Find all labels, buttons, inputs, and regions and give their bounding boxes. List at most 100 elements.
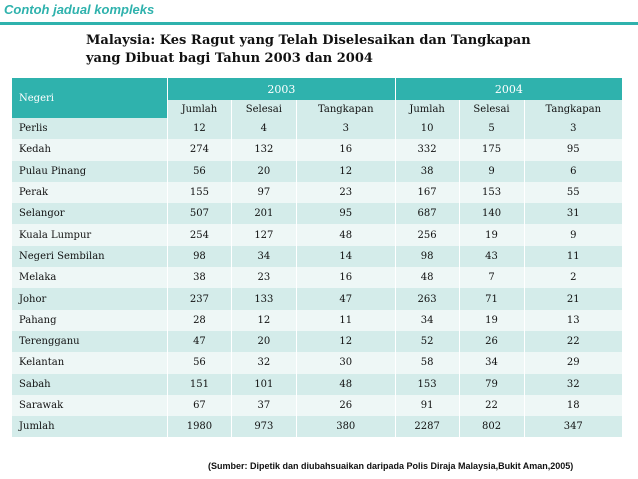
row-name: Kedah [12,139,168,161]
cell-value: 28 [167,309,232,331]
table-row: Perlis 12 4 3 10 5 3 [12,118,622,140]
row-name: Kelantan [12,352,168,374]
table-row: Kuala Lumpur 254 127 48 256 19 9 [12,224,622,246]
cell-value: 56 [167,352,232,374]
cell-value: 274 [167,139,232,161]
cell-value: 10 [394,118,460,140]
cell-value: 1980 [167,416,232,438]
table-row: Kedah 274 132 16 332 175 95 [12,139,622,161]
cell-value: 34 [458,352,525,374]
cell-value: 2287 [394,416,460,438]
cell-value: 30 [295,352,396,374]
table-row-total: Jumlah 1980 973 380 2287 802 347 [12,416,622,438]
cell-value: 58 [394,352,460,374]
cell-value: 175 [458,139,525,161]
cell-value: 132 [230,139,297,161]
cell-value: 98 [394,245,460,268]
cell-value: 48 [394,267,460,289]
row-name: Selangor [12,203,168,225]
cell-value: 23 [295,181,396,204]
row-name: Sabah [12,373,168,395]
row-name: Pulau Pinang [12,160,168,182]
cell-value: 21 [523,288,622,310]
subheader-jumlah-2004: Jumlah [394,100,460,118]
cell-value: 79 [458,373,525,395]
cell-value: 95 [523,139,622,161]
row-name: Terengganu [12,330,168,353]
cell-value: 18 [523,394,622,417]
cell-value: 153 [458,181,525,204]
subheader-tangkapan-2003: Tangkapan [295,100,396,118]
cell-value: 256 [394,224,460,246]
cell-value: 37 [230,394,297,417]
cell-value: 263 [394,288,460,310]
row-name: Kuala Lumpur [12,224,168,246]
cell-value: 127 [230,224,297,246]
row-name: Sarawak [12,394,168,417]
cell-value: 48 [295,373,396,395]
row-name: Negeri Sembilan [12,245,168,268]
row-name: Johor [12,288,168,310]
cell-value: 254 [167,224,232,246]
cell-value: 52 [394,330,460,353]
cell-value: 201 [230,203,297,225]
cell-value: 14 [295,245,396,268]
slide-heading: Contoh jadual kompleks [4,2,155,17]
cell-value: 380 [295,416,396,438]
cell-value: 19 [458,224,525,246]
cell-value: 11 [295,309,396,331]
cell-value: 11 [523,245,622,268]
table-title-line-2: yang Dibuat bagi Tahun 2003 dan 2004 [86,51,373,66]
cell-value: 153 [394,373,460,395]
cell-value: 12 [295,160,396,182]
subheader-jumlah-2003: Jumlah [167,100,232,118]
table-row: Negeri Sembilan 98 34 14 98 43 11 [12,245,622,268]
cell-value: 22 [458,394,525,417]
cell-value: 98 [167,245,232,268]
table-row: Melaka 38 23 16 48 7 2 [12,267,622,289]
table-title: Malaysia: Kes Ragut yang Telah Diselesai… [86,32,556,68]
cell-value: 29 [523,352,622,374]
cell-value: 140 [458,203,525,225]
table-row: Sarawak 67 37 26 91 22 18 [12,394,622,417]
table-row: Pulau Pinang 56 20 12 38 9 6 [12,160,622,182]
cell-value: 23 [230,267,297,289]
cell-value: 155 [167,181,232,204]
cell-value: 12 [295,330,396,353]
cell-value: 56 [167,160,232,182]
cell-value: 19 [458,309,525,331]
cell-value: 32 [523,373,622,395]
cell-value: 12 [167,118,232,140]
cell-value: 43 [458,245,525,268]
subheader-selesai-2004: Selesai [458,100,525,118]
cell-value: 9 [523,224,622,246]
cell-value: 3 [523,118,622,140]
cell-value: 95 [295,203,396,225]
cell-value: 20 [230,330,297,353]
cell-value: 133 [230,288,297,310]
table-row: Kelantan 56 32 30 58 34 29 [12,352,622,374]
row-name: Jumlah [12,416,168,438]
cell-value: 16 [295,139,396,161]
table-row: Selangor 507 201 95 687 140 31 [12,203,622,225]
table-title-line-1: Malaysia: Kes Ragut yang Telah Diselesai… [86,33,531,48]
cell-value: 38 [167,267,232,289]
source-note: (Sumber: Dipetik dan diubahsuaikan darip… [208,461,574,471]
row-name: Melaka [12,267,168,289]
cell-value: 802 [458,416,525,438]
cell-value: 55 [523,181,622,204]
table-row: Pahang 28 12 11 34 19 13 [12,309,622,331]
cell-value: 67 [167,394,232,417]
cell-value: 9 [458,160,525,182]
cell-value: 5 [458,118,525,140]
subheader-tangkapan-2004: Tangkapan [523,100,622,118]
cell-value: 13 [523,309,622,331]
row-name: Pahang [12,309,168,331]
cell-value: 38 [394,160,460,182]
slide-header-bar: Contoh jadual kompleks [0,0,638,22]
accent-line [0,22,638,25]
cell-value: 48 [295,224,396,246]
cell-value: 31 [523,203,622,225]
row-name: Perlis [12,118,168,140]
cell-value: 47 [295,288,396,310]
